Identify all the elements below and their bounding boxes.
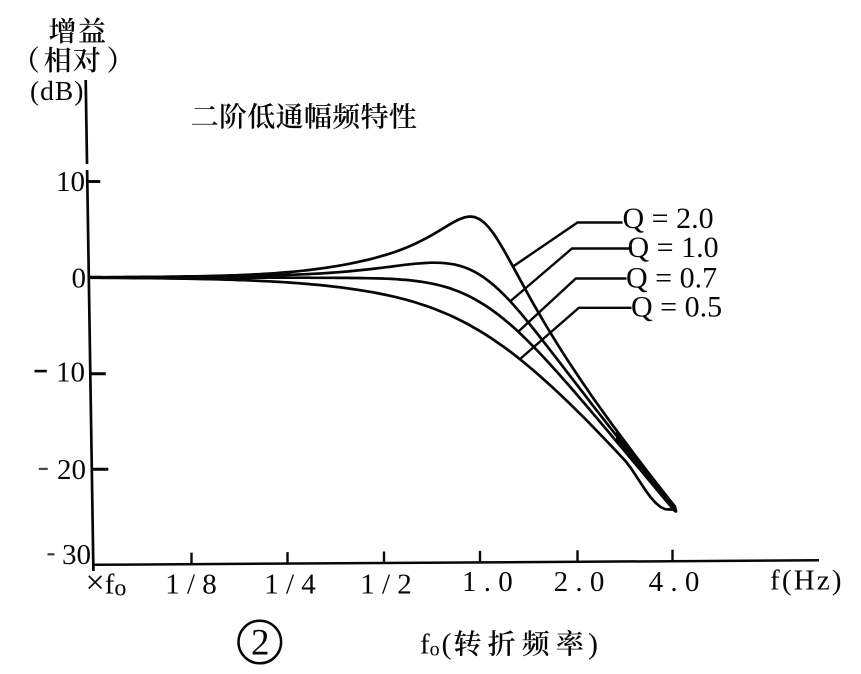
svg-text:10: 10 [56,357,85,389]
svg-text:2 . 0: 2 . 0 [554,566,605,598]
svg-text:10: 10 [56,166,85,198]
svg-text:1 / 2: 1 / 2 [360,569,412,601]
svg-text:fo: fo [420,629,440,661]
svg-text:1 / 8: 1 / 8 [165,569,217,601]
svg-text:20: 20 [57,454,86,486]
svg-text:1 . 0: 1 . 0 [462,566,513,598]
svg-text:(: ( [442,628,452,661]
svg-text:30: 30 [62,539,91,571]
svg-text:1 / 4: 1 / 4 [264,569,316,601]
svg-text:2: 2 [251,623,270,664]
svg-text:Q = 1.0: Q = 1.0 [628,231,719,264]
svg-text:Q = 2.0: Q = 2.0 [623,202,714,235]
svg-text:(dB): (dB) [30,75,84,106]
svg-text:Q = 0.5: Q = 0.5 [631,290,722,323]
svg-text:Q = 0.7: Q = 0.7 [626,261,717,294]
svg-text:): ) [588,628,598,661]
svg-text:0: 0 [72,263,87,295]
svg-text:×fo: ×fo [86,565,127,602]
svg-text:f(Hz): f(Hz) [770,565,844,597]
svg-text:4 . 0: 4 . 0 [649,566,700,598]
